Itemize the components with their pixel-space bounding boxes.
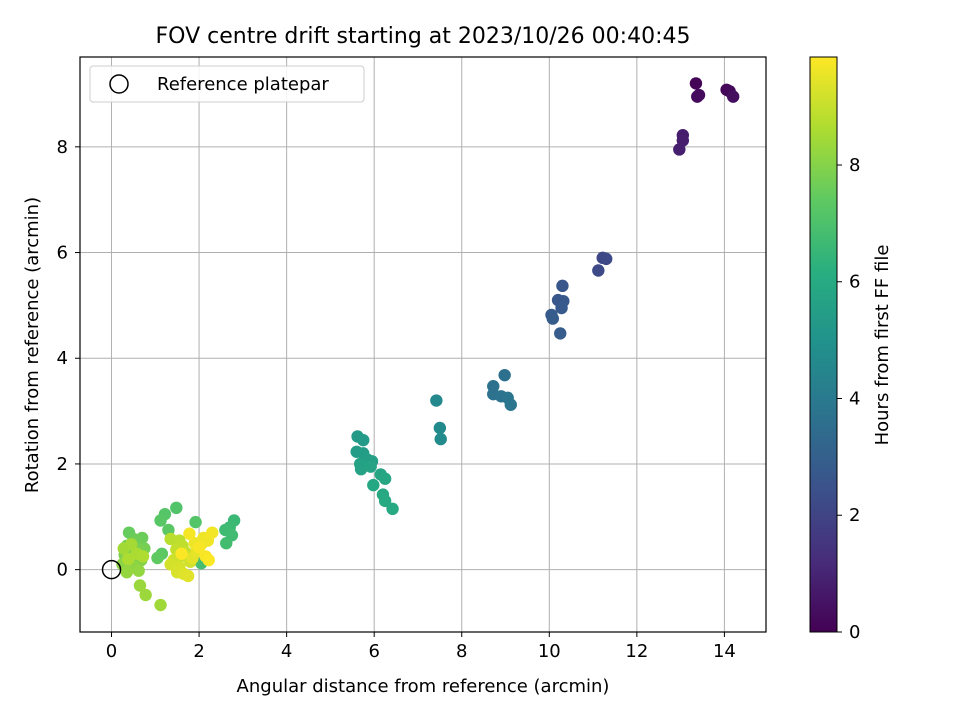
gridlines	[80, 57, 766, 632]
data-point	[183, 527, 196, 540]
data-point	[433, 421, 447, 435]
data-point	[357, 433, 370, 447]
x-tick-label: 8	[456, 641, 467, 662]
data-point	[386, 502, 399, 516]
data-point	[139, 588, 152, 602]
x-tick-label: 0	[106, 641, 117, 662]
data-point	[364, 460, 377, 473]
data-point	[175, 547, 188, 560]
data-point	[726, 90, 740, 103]
colorbar-ticks: 0 2 4 6 8	[837, 155, 860, 643]
data-point	[554, 327, 567, 340]
x-tick-label: 10	[538, 641, 561, 662]
data-point	[504, 398, 517, 411]
x-tick-label: 12	[625, 641, 648, 662]
y-tick-label: 0	[57, 560, 68, 581]
data-point	[132, 564, 145, 577]
colorbar-tick-label: 2	[849, 505, 860, 526]
plot-frame	[79, 56, 767, 633]
data-point	[556, 279, 569, 293]
data-point	[692, 88, 706, 102]
data-point	[689, 77, 703, 90]
chart-title: FOV centre drift starting at 2023/10/26 …	[156, 24, 691, 49]
y-axis-ticks: 0 2 4 6 8	[57, 137, 80, 581]
data-point	[120, 566, 134, 579]
x-axis-ticks: 0 2 4 6 8 10 12 14	[106, 632, 736, 662]
colorbar-tick-label: 8	[849, 155, 860, 176]
data-point	[498, 368, 511, 382]
y-tick-label: 4	[57, 348, 68, 369]
data-point	[189, 515, 202, 529]
data-points	[116, 77, 740, 612]
data-point	[430, 394, 443, 407]
colorbar-gradient	[809, 56, 838, 633]
data-point	[555, 301, 568, 315]
data-point	[154, 598, 167, 612]
y-axis-label: Rotation from reference (arcmin)	[22, 197, 43, 493]
colorbar-tick-label: 6	[849, 272, 860, 293]
data-point	[673, 143, 686, 156]
colorbar-label: Hours from first FF file	[872, 245, 893, 446]
legend-marker	[109, 74, 129, 94]
data-point	[592, 264, 605, 277]
data-point	[192, 541, 206, 554]
data-point	[154, 514, 167, 527]
x-axis-label: Angular distance from reference (arcmin)	[237, 676, 610, 697]
y-tick-label: 6	[57, 243, 68, 264]
colorbar: 0 2 4 6 8 Hours from first FF file	[809, 56, 893, 643]
data-point	[546, 312, 560, 325]
data-point	[181, 569, 195, 583]
data-point	[220, 537, 233, 550]
data-point	[151, 551, 164, 565]
data-point	[600, 252, 613, 266]
data-point	[202, 553, 215, 567]
data-point	[367, 478, 380, 492]
legend-box	[89, 65, 365, 103]
data-point	[121, 552, 135, 566]
data-point	[133, 579, 147, 592]
legend-label: Reference platepar	[157, 74, 329, 95]
data-point	[170, 501, 183, 515]
reference-marker	[101, 559, 122, 580]
data-point	[378, 472, 392, 485]
y-tick-label: 8	[57, 137, 68, 158]
colorbar-tick-label: 0	[849, 622, 860, 643]
data-point	[125, 538, 138, 551]
x-tick-label: 2	[193, 641, 204, 662]
x-tick-label: 6	[368, 641, 379, 662]
data-point	[206, 526, 219, 539]
colorbar-tick-label: 4	[849, 388, 860, 409]
data-point	[136, 550, 150, 563]
data-point	[354, 463, 368, 476]
y-tick-label: 2	[57, 454, 68, 475]
x-tick-label: 4	[281, 641, 292, 662]
data-point	[434, 432, 447, 446]
legend: Reference platepar	[89, 65, 365, 103]
x-tick-label: 14	[713, 641, 736, 662]
data-point	[378, 494, 392, 508]
